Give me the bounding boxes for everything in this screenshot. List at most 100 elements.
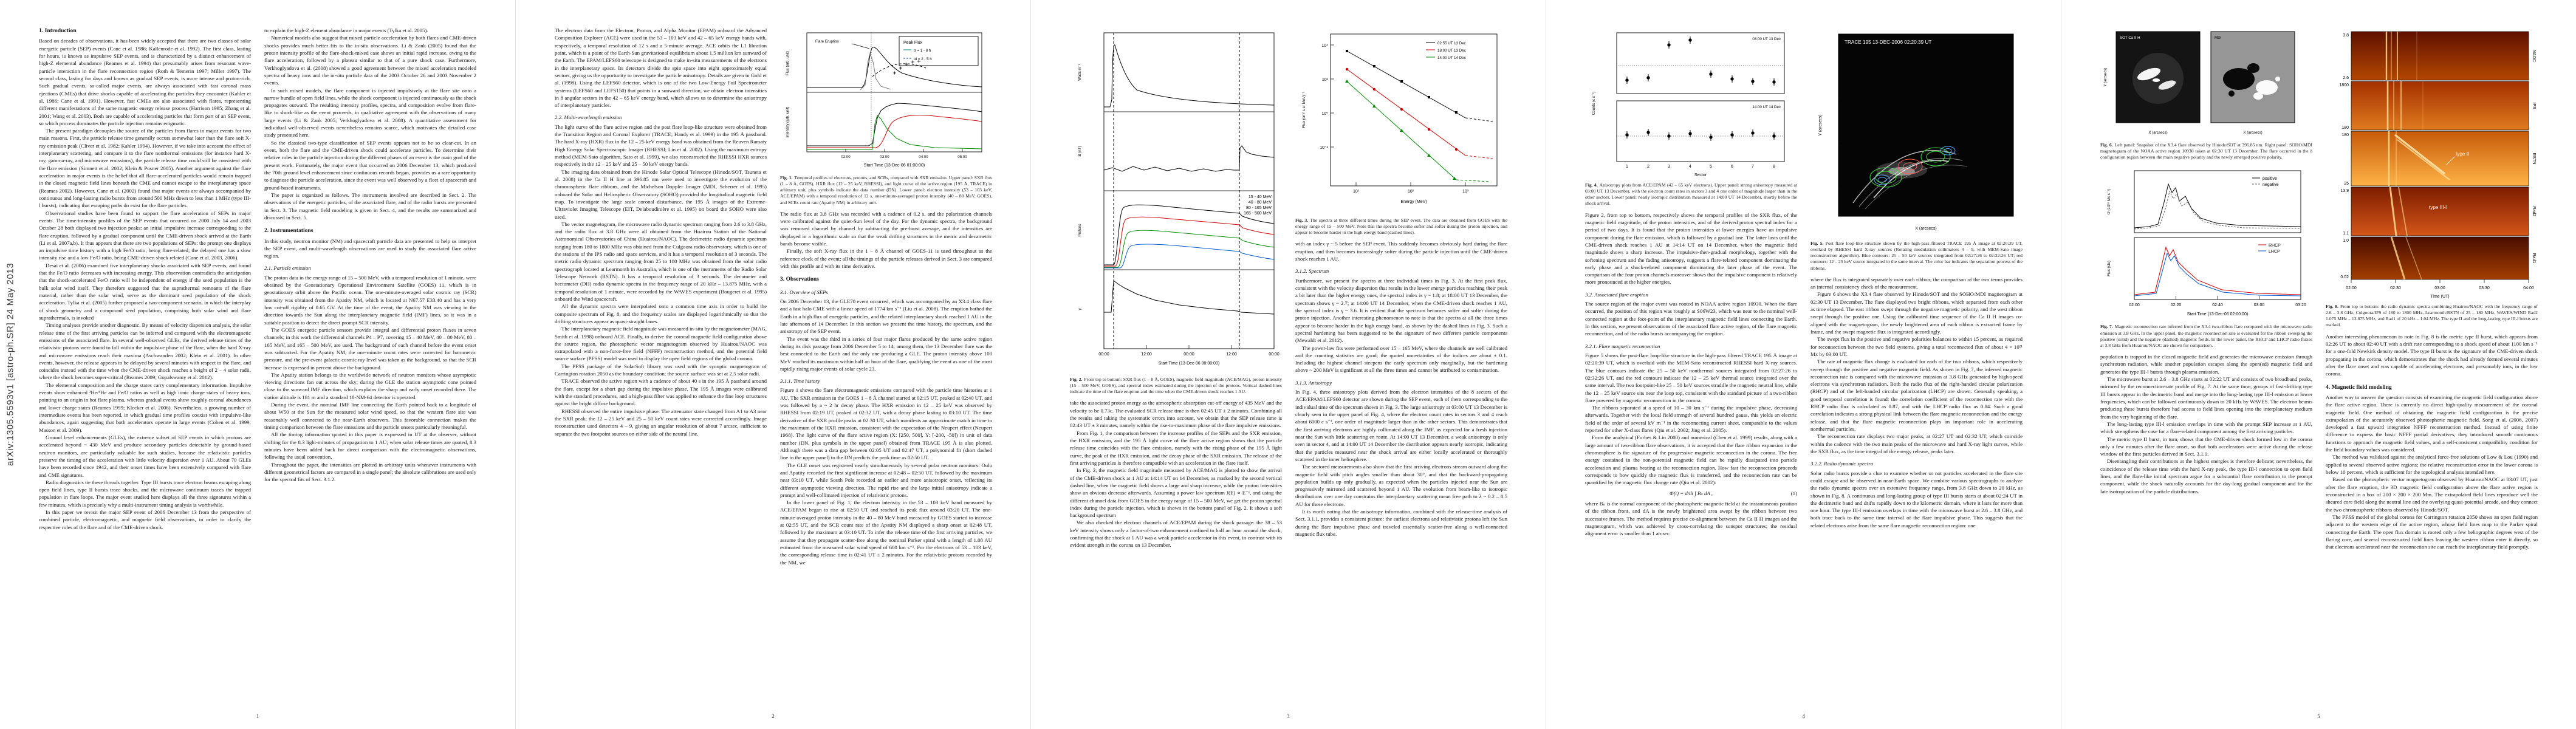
body-paragraph: The sectored measurements also show that… <box>1295 464 1507 507</box>
body-paragraph: The swept flux in the positive and negat… <box>1810 336 2023 357</box>
figure-5-trace-image: TRACE 195 13-DEC-2006 02:20:39 UT X (arc… <box>1818 33 2014 231</box>
x-axis-label: X (arcsecs) <box>1915 227 1936 231</box>
figure-3-legend: 02:55 UT 13 Dec 18:00 UT 13 Dec 14:00 UT… <box>1426 41 1466 60</box>
figure-1-time-profiles-plot: Peak Flux tr = 1 - 8 h td = 2 - 5 h Flar… <box>786 32 982 168</box>
sector-counts-panel-2 <box>1625 129 1776 141</box>
body-paragraph: Figure 6 shows the X3.4 flare observed b… <box>1810 291 2023 335</box>
x-axis-label: Start Time (13-Dec-06 02:00:00) <box>2187 312 2248 317</box>
body-paragraph: Numerical models also suggest that mixed… <box>264 35 476 86</box>
sot-panel-label: SOT Ca II H <box>2120 36 2140 40</box>
figure-8-caption: Fig. 8. From top to bottom: the radio dyn… <box>2326 304 2538 328</box>
mdi-panel-label: MDI <box>2215 36 2222 40</box>
svg-text:IPS: IPS <box>2532 102 2536 109</box>
x-axis-label: Start Time (13-Dec-06 01:00:00) <box>864 163 925 168</box>
svg-text:Rad1: Rad1 <box>2532 253 2536 264</box>
svg-text:Rad2: Rad2 <box>2532 207 2536 217</box>
type-ii-lanes <box>2394 134 2450 180</box>
body-paragraph: The interplanetary magnetic field magnit… <box>555 326 767 362</box>
burst-streaks <box>2385 32 2424 280</box>
figure-8-radio-dynamic-spectra: type II type III-l 3.8 2.6 1800 180 180 … <box>2339 31 2536 299</box>
body-paragraph: where Bₙ is the normal component of the … <box>1585 500 1797 537</box>
body-paragraph: The paper is organized as follows. The i… <box>264 191 476 221</box>
instrumentations-text: In this study, neutron monitor (NM) and … <box>264 238 476 260</box>
trace-dn-plus-symbols <box>893 60 920 75</box>
x-axis-label: X (arcsecs) <box>2148 131 2167 135</box>
svg-text:LHCP: LHCP <box>2269 250 2280 254</box>
body-paragraph: We also checked the electron channels of… <box>1070 519 1282 549</box>
body-paragraph: On 2006 December 13, the GLE70 event occ… <box>780 298 992 335</box>
svg-text:10⁻²: 10⁻² <box>1320 146 1328 150</box>
multiwavelength-emission-text: The light curve of the flare active regi… <box>555 123 767 437</box>
body-paragraph: In Fig. 4, three anisotropy plots derive… <box>1295 389 1507 462</box>
page-4: 03:00 UT 13 Dec 14:00 UT 14 Dec 1 2 3 4 … <box>1546 0 2061 729</box>
type-ii-arrow <box>2445 156 2455 166</box>
svg-text:8: 8 <box>1773 165 1775 169</box>
svg-text:02:40: 02:40 <box>2212 303 2223 307</box>
section-heading-observations: 3. Observations <box>780 276 819 283</box>
axis-ticks <box>1331 44 1466 186</box>
y-axis-label: Y (arcsecs) <box>1818 114 1823 135</box>
section-heading-introduction: 1. Introduction <box>39 27 77 34</box>
y-label-gamma: γ <box>1078 308 1082 310</box>
body-paragraph: The GOES energetic particle sensors prov… <box>264 326 476 371</box>
figure-2-stacked-time-series-plot: 15 - 40 MeV 40 - 80 MeV 80 - 165 MeV 165… <box>1078 32 1279 366</box>
body-paragraph: Based on the photospheric vector magneto… <box>2326 476 2538 513</box>
panel-2-time-label: 14:00 UT 14 Dec <box>1752 105 1781 109</box>
svg-text:25: 25 <box>2344 182 2349 186</box>
body-paragraph: with an index γ ~ 5 before the SEP event… <box>1295 241 1507 262</box>
body-paragraph: The ribbons separated at a speed of 10 –… <box>1585 405 1797 434</box>
body-paragraph: The event was the third in a series of f… <box>780 335 992 372</box>
subsection-heading-associated-flare: 3.2. Associated flare eruption <box>1585 291 1648 298</box>
svg-text:1.0: 1.0 <box>2343 239 2349 243</box>
x-tick-1: 02:00 <box>841 155 851 159</box>
body-paragraph: In this paper we revisit the major SEP e… <box>39 509 251 530</box>
figure-7-reconnection-rate-plot: positive negative RHCP LHCP 02:00 0 <box>2107 171 2306 317</box>
figure-2-caption: Fig. 2. From top to bottom: SXR flux (1 –… <box>1070 377 1282 395</box>
trace-image-header: TRACE 195 13-DEC-2006 02:20:39 UT <box>1845 39 1931 45</box>
body-paragraph: Timing analyses provide another diagnost… <box>39 322 251 381</box>
body-paragraph: The PFSS model of the global corona for … <box>2326 513 2538 550</box>
body-paragraph: Solar radio bursts provide a clue to exa… <box>1810 470 2023 529</box>
figure-6: SOT Ca II H X (arcsecs) Y (arcsecs) MDI <box>2100 27 2312 160</box>
body-paragraph: The PFSS package of the SolarSoft librar… <box>555 363 767 377</box>
x-axis-label: Sector <box>1694 173 1707 177</box>
reconnection-rate-curves <box>2134 183 2301 230</box>
subsection-heading-time-history: 3.1.1. Time history <box>780 378 820 385</box>
svg-text:80 - 165 MeV: 80 - 165 MeV <box>1246 206 1272 210</box>
reconnection-rate-text: where the flux is integrated separately … <box>1810 276 2023 456</box>
svg-text:10⁰: 10⁰ <box>1321 111 1328 116</box>
svg-text:03:20: 03:20 <box>2295 303 2306 307</box>
body-paragraph: The microwave burst at 2.6 – 3.8 GHz sta… <box>2100 376 2312 420</box>
figure-8: type II type III-l 3.8 2.6 1800 180 180 … <box>2326 27 2538 329</box>
negative-polarity-blobs <box>2223 63 2259 97</box>
body-paragraph: The radio flux at 3.8 GHz was recorded w… <box>780 210 992 247</box>
body-paragraph: Desai et al. (2006) examined five interp… <box>39 262 251 321</box>
type-iii-annotation: type III-l <box>2429 205 2447 210</box>
figure-2: 15 - 40 MeV 40 - 80 MeV 80 - 165 MeV 165… <box>1070 27 1282 395</box>
page-1-column-2: to explain the high-Z element abundance … <box>264 27 476 702</box>
hxr-contours-green <box>1869 147 1951 188</box>
figure-5: TRACE 195 13-DEC-2006 02:20:39 UT X (arc… <box>1810 27 2023 272</box>
svg-text:6: 6 <box>1731 165 1733 169</box>
svg-text:1: 1 <box>1626 165 1628 169</box>
flare-reconnection-text-2: where Bₙ is the normal component of the … <box>1585 500 1797 538</box>
type-ii-annotation: type II <box>2456 151 2469 157</box>
svg-text:10¹: 10¹ <box>1353 190 1360 194</box>
time-history-continued-text: take the associated proton energy as the… <box>1070 399 1282 549</box>
legend-top: positive negative <box>2252 177 2279 187</box>
svg-text:03:30: 03:30 <box>2479 286 2490 290</box>
y-axis-label-top: Flux (arb. unit) <box>786 51 790 75</box>
subsection-heading-anisotropy: 3.1.3. Anisotropy <box>1295 379 1332 386</box>
spectrum-late <box>1345 80 1490 182</box>
associated-flare-text: The source region of the major event was… <box>1585 300 1797 338</box>
magnetic-field-modeling-text: Another way to answer the question consi… <box>2326 394 2538 551</box>
proton-curve <box>807 115 982 148</box>
radio-dynamic-spectra-text: Solar radio bursts provide a clue to exa… <box>1810 470 2023 530</box>
body-paragraph: The elemental composition and the charge… <box>39 382 251 433</box>
body-paragraph: The long-lasting type III-l emission ove… <box>2100 420 2312 435</box>
instrument-details-text: The radio flux at 3.8 GHz was recorded w… <box>780 210 992 270</box>
body-paragraph: Throughout the paper, the intensities ar… <box>264 461 476 483</box>
svg-text:15 - 40 MeV: 15 - 40 MeV <box>1249 195 1272 199</box>
spectral-index-panel-curve <box>1104 280 1275 315</box>
